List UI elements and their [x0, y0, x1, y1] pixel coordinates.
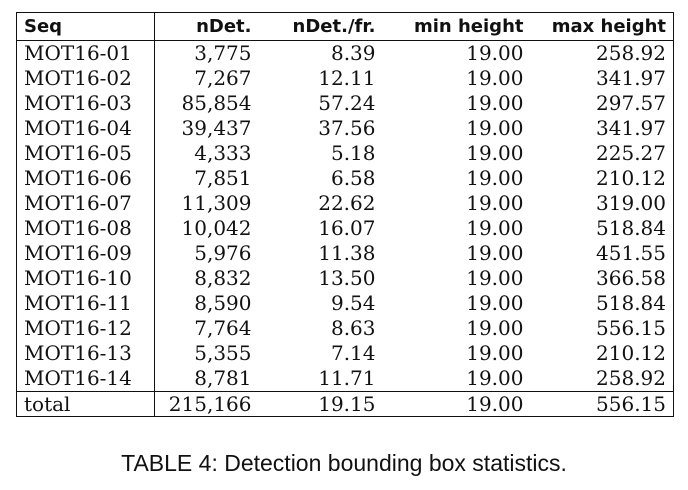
- table-row: MOT16-01 3,775 8.39 19.00 258.92: [16, 40, 674, 66]
- max-height-cell: 518.84: [596, 216, 666, 240]
- ndet-per-frame-cell: 6.58: [330, 166, 376, 190]
- table-row: MOT16-11 8,590 9.54 19.00 518.84: [16, 291, 674, 316]
- table-row: MOT16-06 7,851 6.58 19.00 210.12: [16, 166, 674, 191]
- min-height-cell: 19.00: [466, 141, 524, 165]
- detection-stats-table: Seq nDet. nDet./fr. min height max heigh…: [16, 12, 674, 417]
- table-row: MOT16-04 39,437 37.56 19.00 341.97: [16, 116, 674, 141]
- ndet-cell: 5,355: [194, 341, 252, 365]
- seq-cell: MOT16-11: [16, 291, 155, 316]
- ndet-per-frame-cell: 16.07: [318, 216, 376, 240]
- table-row: MOT16-14 8,781 11.71 19.00 258.92: [16, 366, 674, 392]
- table-row: MOT16-13 5,355 7.14 19.00 210.12: [16, 341, 674, 366]
- header-max-height: max height: [551, 16, 666, 37]
- ndet-cell: 39,437: [181, 116, 252, 140]
- seq-cell: MOT16-05: [16, 141, 155, 166]
- table-row: MOT16-07 11,309 22.62 19.00 319.00: [16, 191, 674, 216]
- max-height-cell: 451.55: [596, 241, 666, 265]
- max-height-cell: 297.57: [596, 91, 666, 115]
- seq-cell: MOT16-09: [16, 241, 155, 266]
- total-ndet-per-frame: 19.15: [318, 392, 376, 416]
- ndet-per-frame-cell: 37.56: [318, 116, 376, 140]
- seq-cell: MOT16-08: [16, 216, 155, 241]
- max-height-cell: 258.92: [596, 41, 666, 65]
- ndet-cell: 8,781: [194, 366, 252, 390]
- min-height-cell: 19.00: [466, 116, 524, 140]
- table-row: MOT16-05 4,333 5.18 19.00 225.27: [16, 141, 674, 166]
- ndet-per-frame-cell: 8.39: [330, 41, 376, 65]
- max-height-cell: 319.00: [596, 191, 666, 215]
- ndet-cell: 10,042: [181, 216, 252, 240]
- ndet-per-frame-cell: 57.24: [318, 91, 376, 115]
- ndet-cell: 7,267: [194, 66, 252, 90]
- max-height-cell: 210.12: [596, 166, 666, 190]
- seq-cell: MOT16-02: [16, 66, 155, 91]
- seq-cell: MOT16-03: [16, 91, 155, 116]
- min-height-cell: 19.00: [466, 266, 524, 290]
- table-row: MOT16-03 85,854 57.24 19.00 297.57: [16, 91, 674, 116]
- max-height-cell: 341.97: [596, 66, 666, 90]
- max-height-cell: 366.58: [596, 266, 666, 290]
- max-height-cell: 341.97: [596, 116, 666, 140]
- max-height-cell: 225.27: [596, 141, 666, 165]
- header-seq: Seq: [16, 12, 155, 41]
- seq-cell: MOT16-10: [16, 266, 155, 291]
- ndet-cell: 5,976: [194, 241, 252, 265]
- max-height-cell: 258.92: [596, 366, 666, 390]
- ndet-per-frame-cell: 12.11: [318, 66, 376, 90]
- table-row: MOT16-08 10,042 16.07 19.00 518.84: [16, 216, 674, 241]
- seq-cell: MOT16-07: [16, 191, 155, 216]
- total-ndet: 215,166: [168, 392, 252, 416]
- total-label: total: [16, 391, 155, 417]
- header-ndet-per-frame: nDet./fr.: [292, 16, 376, 37]
- max-height-cell: 210.12: [596, 341, 666, 365]
- total-min-height: 19.00: [466, 392, 524, 416]
- seq-cell: MOT16-12: [16, 316, 155, 341]
- header-min-height: min height: [413, 16, 524, 37]
- seq-cell: MOT16-13: [16, 341, 155, 366]
- min-height-cell: 19.00: [466, 216, 524, 240]
- table-row: MOT16-02 7,267 12.11 19.00 341.97: [16, 66, 674, 91]
- seq-cell: MOT16-04: [16, 116, 155, 141]
- table-header-row: Seq nDet. nDet./fr. min height max heigh…: [16, 12, 674, 41]
- ndet-cell: 8,832: [194, 266, 252, 290]
- min-height-cell: 19.00: [466, 191, 524, 215]
- min-height-cell: 19.00: [466, 166, 524, 190]
- ndet-cell: 7,851: [194, 166, 252, 190]
- table-row: MOT16-09 5,976 11.38 19.00 451.55: [16, 241, 674, 266]
- min-height-cell: 19.00: [466, 316, 524, 340]
- detection-stats-table-container: Seq nDet. nDet./fr. min height max heigh…: [16, 12, 674, 417]
- min-height-cell: 19.00: [466, 66, 524, 90]
- seq-cell: MOT16-01: [16, 40, 155, 66]
- table-row: MOT16-10 8,832 13.50 19.00 366.58: [16, 266, 674, 291]
- min-height-cell: 19.00: [466, 291, 524, 315]
- table-total-row: total 215,166 19.15 19.00 556.15: [16, 391, 674, 417]
- ndet-per-frame-cell: 8.63: [330, 316, 376, 340]
- min-height-cell: 19.00: [466, 366, 524, 390]
- min-height-cell: 19.00: [466, 341, 524, 365]
- ndet-per-frame-cell: 11.71: [318, 366, 376, 390]
- seq-cell: MOT16-14: [16, 366, 155, 392]
- total-max-height: 556.15: [596, 392, 666, 416]
- ndet-cell: 85,854: [181, 91, 252, 115]
- ndet-per-frame-cell: 9.54: [330, 291, 376, 315]
- ndet-per-frame-cell: 13.50: [318, 266, 376, 290]
- ndet-cell: 3,775: [194, 41, 252, 65]
- ndet-per-frame-cell: 11.38: [318, 241, 376, 265]
- header-ndet: nDet.: [196, 16, 252, 37]
- ndet-cell: 8,590: [194, 291, 252, 315]
- max-height-cell: 518.84: [596, 291, 666, 315]
- ndet-per-frame-cell: 22.62: [318, 191, 376, 215]
- min-height-cell: 19.00: [466, 241, 524, 265]
- min-height-cell: 19.00: [466, 41, 524, 65]
- table-row: MOT16-12 7,764 8.63 19.00 556.15: [16, 316, 674, 341]
- seq-cell: MOT16-06: [16, 166, 155, 191]
- table-caption: TABLE 4: Detection bounding box statisti…: [121, 450, 567, 476]
- ndet-cell: 11,309: [181, 191, 252, 215]
- ndet-per-frame-cell: 5.18: [330, 141, 376, 165]
- ndet-cell: 7,764: [194, 316, 252, 340]
- min-height-cell: 19.00: [466, 91, 524, 115]
- ndet-per-frame-cell: 7.14: [330, 341, 376, 365]
- ndet-cell: 4,333: [194, 141, 252, 165]
- max-height-cell: 556.15: [596, 316, 666, 340]
